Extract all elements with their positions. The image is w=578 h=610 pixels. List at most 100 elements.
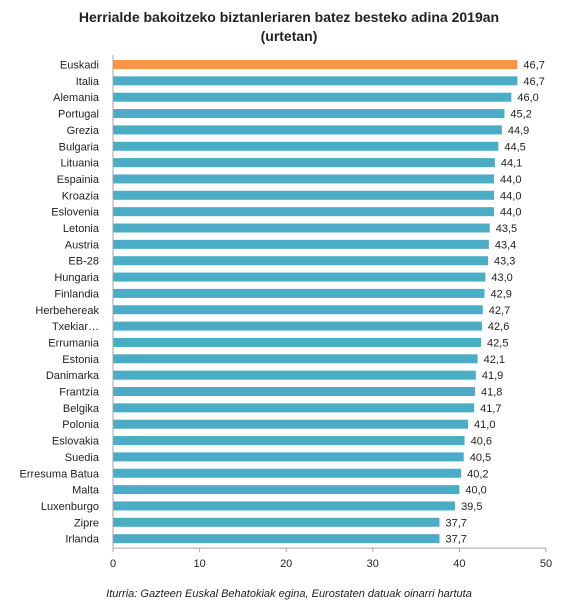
bar-13 xyxy=(113,272,486,282)
value-label-15: 42,7 xyxy=(489,305,510,317)
bar-9 xyxy=(113,207,495,217)
x-tick-label-5: 50 xyxy=(540,558,552,570)
category-label-21: Belgika xyxy=(63,403,100,415)
category-label-20: Frantzia xyxy=(59,387,100,399)
category-label-8: Kroazia xyxy=(62,190,100,202)
value-label-1: 46,7 xyxy=(523,76,544,88)
bar-5 xyxy=(113,141,499,151)
category-label-27: Luxenburgo xyxy=(41,501,99,513)
value-label-29: 37,7 xyxy=(445,534,466,546)
category-label-26: Malta xyxy=(72,485,100,497)
value-label-4: 44,9 xyxy=(508,125,529,137)
category-label-18: Estonia xyxy=(62,354,100,366)
bar-3 xyxy=(113,109,505,119)
bar-29 xyxy=(113,534,440,544)
value-label-2: 46,0 xyxy=(517,92,538,104)
source-note: Iturria: Gazteen Euskal Behatokiak egina… xyxy=(106,588,472,600)
x-tick-label-0: 0 xyxy=(110,558,116,570)
category-label-12: EB-28 xyxy=(68,256,99,268)
value-label-7: 44,0 xyxy=(500,174,521,186)
category-label-13: Hungaria xyxy=(54,272,100,284)
chart-title-line-2: (urtetan) xyxy=(260,28,318,44)
category-label-25: Erresuma Batua xyxy=(20,468,100,480)
value-label-8: 44,0 xyxy=(500,190,521,202)
x-tick-label-2: 20 xyxy=(280,558,292,570)
category-label-1: Italia xyxy=(76,76,100,88)
value-label-14: 42,9 xyxy=(491,288,512,300)
value-label-12: 43,3 xyxy=(494,256,515,268)
category-label-16: Txekiar… xyxy=(52,321,99,333)
category-label-10: Letonia xyxy=(63,223,100,235)
value-label-6: 44,1 xyxy=(501,158,522,170)
bar-19 xyxy=(113,370,476,380)
bar-20 xyxy=(113,387,475,396)
category-label-11: Austria xyxy=(65,239,100,251)
category-label-24: Suedia xyxy=(65,452,100,464)
value-label-10: 43,5 xyxy=(496,223,517,235)
bar-25 xyxy=(113,468,462,478)
bar-8 xyxy=(113,190,495,200)
bar-11 xyxy=(113,239,489,249)
bar-24 xyxy=(113,452,464,462)
value-label-17: 42,5 xyxy=(487,337,508,349)
value-label-11: 43,4 xyxy=(495,239,516,251)
x-tick-label-4: 40 xyxy=(453,558,465,570)
category-label-28: Zipre xyxy=(74,517,99,529)
value-label-20: 41,8 xyxy=(481,387,502,399)
x-tick-label-3: 30 xyxy=(367,558,379,570)
category-label-23: Eslovakia xyxy=(52,436,100,448)
category-label-29: Irlanda xyxy=(65,534,100,546)
value-label-0: 46,7 xyxy=(523,60,544,72)
value-label-5: 44,5 xyxy=(504,141,525,153)
category-label-15: Herbehereak xyxy=(35,305,99,317)
value-label-26: 40,0 xyxy=(465,485,486,497)
bar-2 xyxy=(113,92,512,102)
category-label-5: Bulgaria xyxy=(59,141,100,153)
bar-15 xyxy=(113,305,483,315)
value-label-21: 41,7 xyxy=(480,403,501,415)
value-label-27: 39,5 xyxy=(461,501,482,513)
value-label-28: 37,7 xyxy=(445,517,466,529)
value-label-18: 42,1 xyxy=(484,354,505,366)
value-label-22: 41,0 xyxy=(474,419,495,431)
bar-27 xyxy=(113,501,456,511)
value-label-3: 45,2 xyxy=(510,109,531,121)
chart-title-line-1: Herrialde bakoitzeko biztanleriaren bate… xyxy=(78,9,500,25)
bar-26 xyxy=(113,485,460,495)
bar-4 xyxy=(113,125,502,135)
bar-17 xyxy=(113,337,482,347)
bar-1 xyxy=(113,76,518,86)
category-label-3: Portugal xyxy=(58,109,99,121)
bar-10 xyxy=(113,223,490,233)
category-label-0: Euskadi xyxy=(60,60,99,72)
value-label-23: 40,6 xyxy=(471,436,492,448)
bar-18 xyxy=(113,354,478,364)
value-label-13: 43,0 xyxy=(491,272,512,284)
bar-12 xyxy=(113,256,488,266)
bar-28 xyxy=(113,517,440,527)
category-label-9: Eslovenia xyxy=(51,207,100,219)
value-label-16: 42,6 xyxy=(488,321,509,333)
bar-14 xyxy=(113,288,485,298)
value-label-9: 44,0 xyxy=(500,207,521,219)
chart-title: Herrialde bakoitzeko biztanleriaren bate… xyxy=(0,8,578,46)
bar-16 xyxy=(113,321,482,331)
category-label-4: Grezia xyxy=(67,125,100,137)
value-label-19: 41,9 xyxy=(482,370,503,382)
bar-21 xyxy=(113,403,475,413)
bar-7 xyxy=(113,174,495,184)
bar-0 xyxy=(113,60,518,69)
category-label-2: Alemania xyxy=(53,92,100,104)
bar-23 xyxy=(113,436,465,446)
category-label-6: Lituania xyxy=(60,158,99,170)
category-label-7: Espainia xyxy=(57,174,100,186)
value-label-24: 40,5 xyxy=(470,452,491,464)
value-label-25: 40,2 xyxy=(467,468,488,480)
x-tick-label-1: 10 xyxy=(193,558,205,570)
category-label-22: Polonia xyxy=(62,419,100,431)
bar-6 xyxy=(113,158,495,168)
category-label-17: Errumania xyxy=(48,337,100,349)
category-label-19: Danimarka xyxy=(46,370,100,382)
category-label-14: Finlandia xyxy=(54,288,100,300)
